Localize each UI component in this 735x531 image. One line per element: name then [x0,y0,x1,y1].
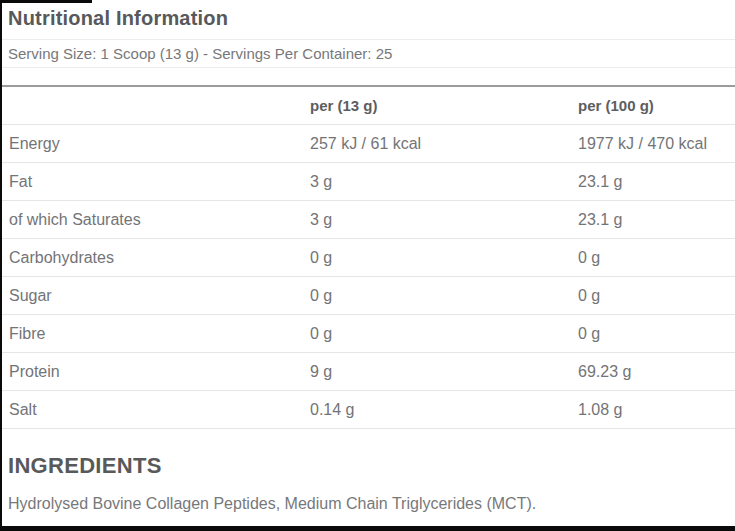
nutrition-panel: Nutritional Information Serving Size: 1 … [0,0,735,531]
per-serving-value: 9 g [310,353,578,391]
nutrient-label: of which Saturates [0,201,310,239]
ingredients-text: Hydrolysed Bovine Collagen Peptides, Med… [8,495,735,513]
per-100g-value: 0 g [578,277,735,315]
table-row: Fibre 0 g 0 g [0,315,735,353]
nutrient-label: Protein [0,353,310,391]
table-row: Sugar 0 g 0 g [0,277,735,315]
table-row: Fat 3 g 23.1 g [0,163,735,201]
nutrient-label: Energy [0,125,310,163]
serving-info: Serving Size: 1 Scoop (13 g) - Servings … [0,40,735,68]
table-row: of which Saturates 3 g 23.1 g [0,201,735,239]
per-serving-value: 0 g [310,315,578,353]
per-serving-value: 3 g [310,163,578,201]
ingredients-heading: INGREDIENTS [8,453,735,479]
per-serving-value: 0 g [310,277,578,315]
table-spacer [0,68,735,85]
column-header-per-100g: per (100 g) [578,86,735,125]
table-row: Protein 9 g 69.23 g [0,353,735,391]
per-serving-value: 3 g [310,201,578,239]
nutrient-label: Sugar [0,277,310,315]
table-header-row: per (13 g) per (100 g) [0,86,735,125]
table-row: Energy 257 kJ / 61 kcal 1977 kJ / 470 kc… [0,125,735,163]
per-100g-value: 0 g [578,239,735,277]
nutrient-label: Salt [0,391,310,429]
title-section: Nutritional Information [0,0,735,40]
per-100g-value: 23.1 g [578,163,735,201]
bottom-crop-border [0,526,735,531]
column-header-per-serving: per (13 g) [310,86,578,125]
per-100g-value: 23.1 g [578,201,735,239]
table-row: Carbohydrates 0 g 0 g [0,239,735,277]
column-header-nutrient [0,86,310,125]
top-crop-border [0,0,92,3]
per-100g-value: 1977 kJ / 470 kcal [578,125,735,163]
per-serving-value: 257 kJ / 61 kcal [310,125,578,163]
per-100g-value: 0 g [578,315,735,353]
nutrition-table: per (13 g) per (100 g) Energy 257 kJ / 6… [0,85,735,429]
per-serving-value: 0.14 g [310,391,578,429]
per-serving-value: 0 g [310,239,578,277]
left-crop-border [0,0,2,531]
nutrient-label: Fat [0,163,310,201]
per-100g-value: 1.08 g [578,391,735,429]
nutrient-label: Fibre [0,315,310,353]
per-100g-value: 69.23 g [578,353,735,391]
page-title: Nutritional Information [0,0,735,30]
nutrient-label: Carbohydrates [0,239,310,277]
table-row: Salt 0.14 g 1.08 g [0,391,735,429]
